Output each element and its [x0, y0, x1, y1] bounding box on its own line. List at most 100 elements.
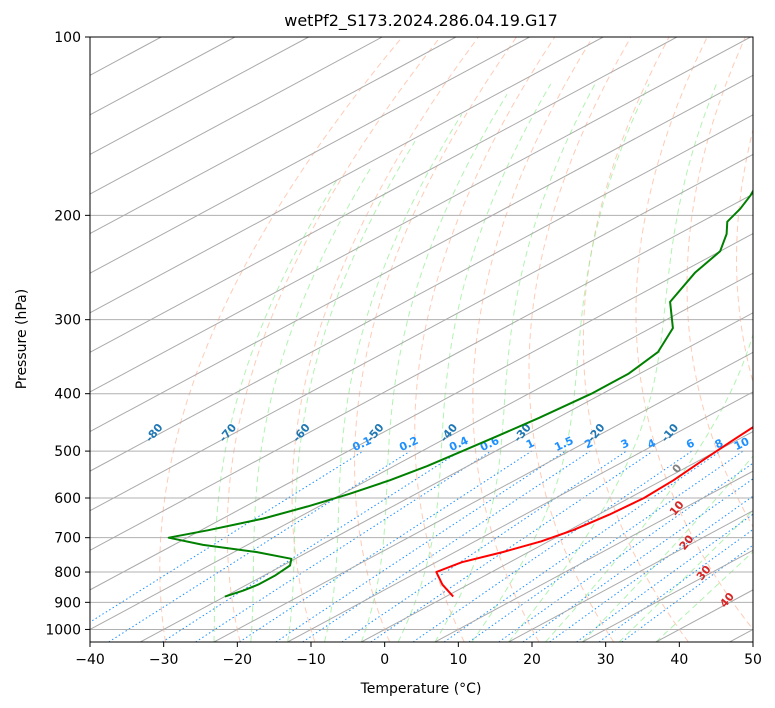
isotherm-line	[434, 470, 753, 642]
y-tick-label: 400	[54, 387, 81, 403]
x-tick-label: 50	[744, 652, 762, 668]
x-axis: −40 −30 −20 −10 0 10 20 30 40 50	[75, 642, 762, 668]
mixing-ratio-line	[370, 450, 654, 642]
isotherm-line	[361, 430, 753, 642]
mixing-ratio-line	[443, 450, 721, 642]
moist-adiabat	[213, 180, 337, 642]
moist-adiabat	[250, 165, 373, 642]
moist-adiabat	[508, 83, 717, 642]
mixing-ratio-line	[341, 450, 627, 642]
mixing-ratio-line	[90, 450, 364, 623]
mixing-ratio-line	[468, 450, 744, 642]
isotherm-line	[90, 37, 530, 274]
dry-adiabat	[735, 127, 753, 384]
x-tick-label: 0	[380, 652, 389, 668]
mixing-ratio-line	[195, 450, 492, 642]
moist-adiabat	[581, 455, 753, 642]
isotherm-line	[582, 549, 753, 642]
isotherm-line	[729, 628, 753, 642]
series-group	[167, 189, 753, 598]
mixing-ratio-label: 13	[759, 435, 775, 453]
plot-frame	[89, 36, 754, 643]
isotherm-line	[508, 510, 753, 642]
mixing-ratio-label: 10	[732, 435, 752, 453]
x-tick-label: −10	[296, 652, 326, 668]
dry-adiabat	[414, 37, 556, 642]
moist-adiabat	[287, 141, 416, 642]
mixing-ratio-lines	[90, 450, 753, 642]
chart-title: wetPf2_S173.2024.286.04.19.G17	[284, 11, 558, 31]
dry-adiabat	[226, 37, 441, 642]
isotherm-line	[0, 37, 14, 642]
mixing-ratio-line	[598, 528, 753, 642]
moist-adiabat	[324, 113, 463, 642]
moist-adiabat	[434, 83, 596, 642]
isotherm-label: -90	[69, 421, 92, 445]
mixing-ratio-line	[162, 450, 461, 642]
x-tick-label: 10	[449, 652, 467, 668]
isotherm-label: -100	[0, 418, 21, 448]
mixing-ratio-line	[576, 513, 753, 642]
dry-adiabat	[159, 37, 403, 642]
mixing-ratio-line	[549, 495, 753, 642]
dewpoint-profile	[167, 189, 753, 598]
isotherm-grid	[0, 37, 753, 642]
y-tick-label: 200	[54, 208, 81, 224]
dry-adiabat	[291, 37, 479, 642]
moist-adiabat	[360, 94, 508, 642]
dry-adiabat	[635, 37, 753, 631]
x-tick-label: −40	[75, 652, 105, 668]
y-tick-label: 500	[54, 444, 81, 460]
x-tick-label: −20	[223, 652, 253, 668]
plot-area: -100 -90 -80 -70 -60 -50 -40 -30 -20 -10010203040…	[0, 37, 775, 642]
isotherm-line	[90, 37, 383, 195]
x-tick-label: 30	[597, 652, 615, 668]
isotherm-line	[90, 114, 753, 472]
dry-adiabat	[582, 37, 689, 642]
y-tick-label: 100	[54, 30, 81, 46]
y-tick-label: 300	[54, 313, 81, 329]
dry-adiabat	[528, 37, 632, 642]
y-axis-title: Pressure (hPa)	[14, 289, 30, 389]
isotherm-line	[140, 312, 753, 642]
moist-adiabat	[545, 332, 753, 642]
isotherm-line	[90, 37, 751, 393]
x-tick-label: 40	[670, 652, 688, 668]
y-axis: 100 200 300 400 500 600 700 800 900 1000	[45, 30, 90, 638]
moist-adiabat	[471, 83, 650, 642]
y-tick-label: 900	[54, 595, 81, 611]
y-tick-label: 700	[54, 531, 81, 547]
isotherm-line	[90, 74, 753, 433]
x-axis-title: Temperature (°C)	[360, 681, 482, 697]
isotherm-line	[655, 589, 753, 642]
dry-adiabat	[354, 37, 517, 642]
moist-adiabat	[397, 83, 552, 642]
isotherm-line	[90, 233, 753, 591]
moist-adiabat	[655, 551, 753, 642]
isotherm-line	[90, 37, 604, 314]
isotherm-line	[287, 391, 753, 642]
isobar-grid	[90, 37, 753, 630]
y-tick-label: 600	[54, 491, 81, 507]
isotherm-line	[90, 193, 753, 551]
isotherm-line	[90, 37, 457, 235]
isotherm-line	[90, 37, 678, 353]
mixing-ratio-label: 3	[619, 436, 631, 451]
isotherm-line	[90, 272, 753, 630]
isotherm-line	[90, 153, 753, 512]
y-tick-label: 800	[54, 565, 81, 581]
x-tick-label: 20	[523, 652, 541, 668]
x-tick-label: −30	[149, 652, 179, 668]
isotherm-line	[90, 37, 309, 156]
dry-adiabat	[472, 37, 594, 642]
y-tick-label: 1000	[45, 622, 81, 638]
isotherm-line	[90, 37, 236, 116]
mixing-ratio-line	[108, 450, 411, 642]
mixing-ratio-label: 6	[684, 436, 697, 451]
isotherm-line	[213, 351, 753, 642]
temperature-profile	[435, 425, 753, 598]
mixing-ratio-line	[275, 450, 566, 642]
mixing-ratio-line	[302, 450, 591, 642]
mixing-ratio-line	[522, 478, 753, 642]
